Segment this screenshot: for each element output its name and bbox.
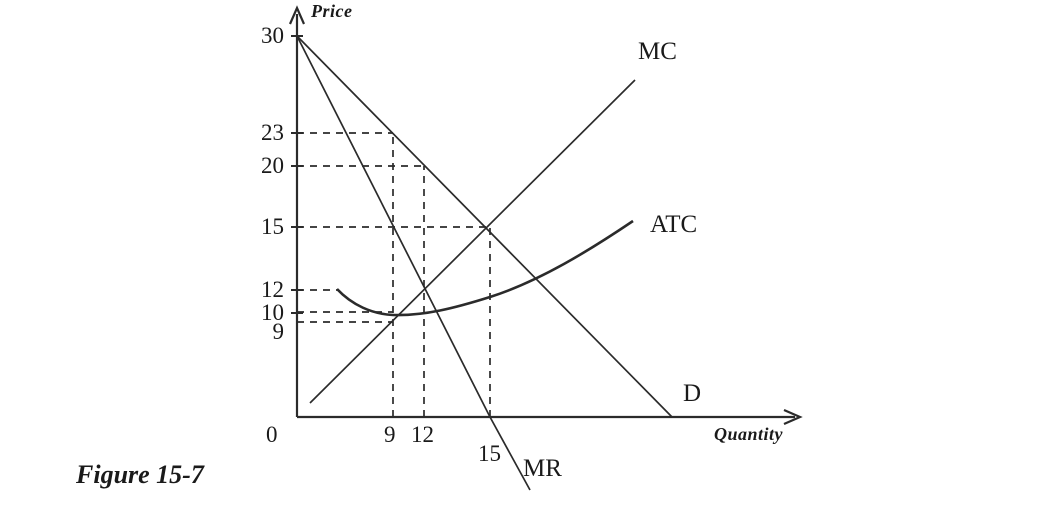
marginal-cost-label: MC [638,38,677,65]
y-tick-label-23: 23 [261,120,284,145]
y-axis-title: Price [311,1,353,21]
demand-curve [296,35,673,418]
y-tick-label-12: 12 [261,277,284,302]
y-tick-label-30: 30 [261,23,284,48]
average-total-cost-label: ATC [650,211,698,238]
demand-label: D [683,380,702,407]
y-tick-label-20: 20 [261,153,284,178]
guide-lines [297,132,491,417]
x-tick-label-12: 12 [411,422,434,447]
y-axis-arrow [288,5,306,25]
x-tick-label-9: 9 [384,422,396,447]
y-tick-label-9: 9 [272,319,285,344]
axes-group [288,5,803,426]
marginal-cost-curve [309,79,636,404]
marginal-revenue-label: MR [523,455,562,482]
x-axis-arrow [783,408,803,426]
average-total-cost-curve [336,219,634,317]
x-axis-title: Quantity [714,424,784,444]
curves-group [296,35,673,491]
x-tick-label-15: 15 [478,441,501,466]
y-tick-label-10: 10 [261,300,284,325]
figure-caption: Figure 15-7 [76,460,204,489]
origin-label: 0 [266,422,278,447]
y-tick-label-15: 15 [261,214,284,239]
marginal-revenue-curve [296,35,531,491]
